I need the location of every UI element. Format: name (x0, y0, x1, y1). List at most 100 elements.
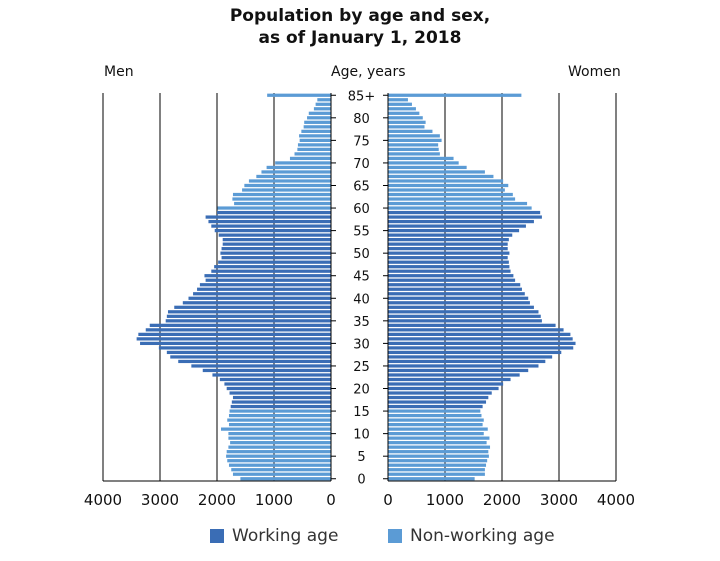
bar-women-5 (388, 454, 489, 458)
bar-women-36 (388, 314, 541, 318)
bar-men-68 (261, 170, 331, 174)
bar-women-46 (388, 269, 511, 273)
age-tick-30: 30 (353, 337, 370, 352)
bar-men-76 (299, 134, 331, 138)
bar-men-78 (303, 125, 331, 129)
bar-women-38 (388, 305, 534, 309)
x-tick-left-1000: 1000 (255, 491, 293, 509)
bar-men-4 (227, 459, 331, 463)
age-tick-60: 60 (353, 202, 370, 217)
x-tick-right-0: 0 (383, 491, 393, 509)
bar-men-41 (193, 292, 331, 296)
bar-women-75 (388, 138, 442, 142)
bar-women-53 (388, 238, 509, 242)
bar-women-23 (388, 373, 520, 377)
bar-women-50 (388, 251, 510, 255)
bar-women-82 (388, 107, 416, 111)
bar-women-11 (388, 427, 488, 431)
men-label: Men (104, 64, 134, 80)
bar-women-52 (388, 242, 508, 246)
bar-men-77 (301, 129, 331, 133)
bar-men-67 (256, 174, 331, 179)
bar-women-21 (388, 382, 504, 386)
bar-men-70 (275, 161, 331, 165)
age-tick-75: 75 (353, 134, 370, 149)
x-tick-right-4000: 4000 (597, 491, 635, 509)
bar-men-74 (297, 143, 331, 147)
x-tick-right-2000: 2000 (483, 491, 521, 509)
legend-label-nonworking: Non-working age (410, 526, 555, 546)
bar-women-37 (388, 310, 539, 314)
bar-men-32 (138, 332, 331, 336)
bar-women-8 (388, 441, 487, 445)
bar-men-35 (165, 319, 331, 323)
bar-women-47 (388, 265, 510, 269)
bar-men-69 (266, 165, 331, 170)
bar-women-13 (388, 418, 484, 422)
bar-women-26 (388, 359, 546, 364)
bar-women-54 (388, 233, 513, 237)
bar-women-0 (388, 477, 475, 481)
bar-women-79 (388, 120, 426, 124)
bar-men-15 (229, 409, 331, 413)
bar-men-66 (248, 179, 331, 183)
bar-women-45 (388, 274, 514, 278)
chart-title-line2: as of January 1, 2018 (258, 28, 462, 48)
bar-women-64 (388, 188, 505, 192)
bar-women-83 (388, 102, 412, 106)
bar-men-65 (244, 183, 331, 188)
bar-men-39 (182, 301, 331, 305)
bar-women-31 (388, 337, 573, 341)
age-tick-20: 20 (353, 383, 370, 398)
bar-men-27 (170, 355, 331, 359)
chart-title-line1: Population by age and sex, (229, 6, 491, 26)
bar-women-61 (388, 201, 528, 206)
bar-men-2 (231, 468, 331, 472)
bar-men-48 (218, 260, 331, 264)
bar-women-30 (388, 341, 576, 346)
bar-men-62 (232, 197, 331, 201)
bar-men-26 (178, 359, 331, 364)
bar-men-71 (289, 156, 331, 161)
bar-women-18 (388, 395, 489, 400)
legend-swatch-nonworking (388, 529, 402, 543)
bar-women-28 (388, 350, 562, 355)
age-tick-65: 65 (353, 179, 370, 194)
bar-men-80 (307, 116, 331, 120)
bar-men-13 (227, 418, 331, 422)
bar-men-23 (212, 373, 331, 377)
bar-men-12 (228, 422, 331, 427)
bar-women-40 (388, 296, 529, 300)
bar-women-73 (388, 147, 439, 152)
bar-men-14 (228, 413, 331, 418)
bar-women-15 (388, 409, 481, 413)
bar-women-63 (388, 192, 513, 197)
bar-men-16 (230, 404, 331, 409)
legend-label-working: Working age (232, 526, 339, 546)
bar-women-19 (388, 391, 492, 395)
bar-men-53 (222, 238, 331, 242)
age-tick-80: 80 (353, 112, 370, 127)
bar-women-70 (388, 161, 459, 165)
bar-women-60 (388, 206, 532, 210)
bar-women-62 (388, 197, 516, 201)
bar-women-77 (388, 129, 433, 133)
bar-men-7 (228, 445, 331, 449)
bar-men-45 (204, 274, 331, 278)
bar-women-74 (388, 143, 439, 147)
bar-women-55 (388, 228, 520, 233)
bar-women-71 (388, 156, 454, 161)
age-tick-35: 35 (353, 315, 370, 330)
x-tick-left-2000: 2000 (198, 491, 236, 509)
bar-women-6 (388, 450, 489, 454)
bar-women-72 (388, 152, 440, 156)
bar-women-12 (388, 422, 483, 427)
bar-men-5 (226, 454, 331, 458)
x-tick-right-3000: 3000 (540, 491, 578, 509)
bar-men-59 (217, 210, 331, 215)
bar-men-11 (220, 427, 331, 431)
age-tick-25: 25 (353, 360, 370, 375)
bar-women-81 (388, 111, 420, 115)
bar-men-20 (226, 386, 331, 391)
women-label: Women (568, 64, 621, 80)
